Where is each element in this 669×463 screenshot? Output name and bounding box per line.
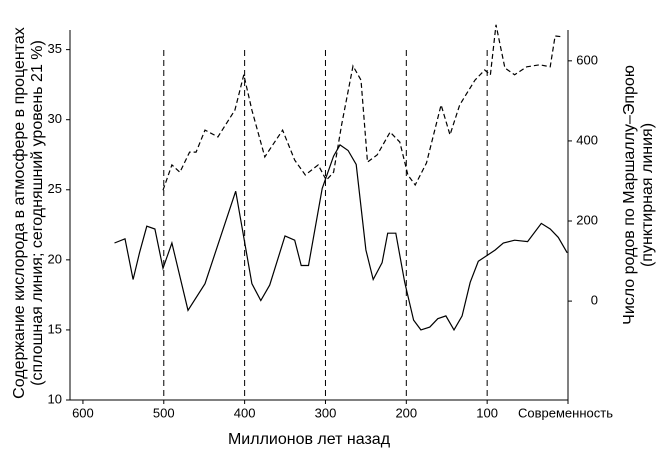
y2-tick-label: 0 — [591, 293, 598, 308]
y-axis-label: (сплошная линия; сегодняшний уровень 21 … — [29, 40, 46, 386]
x-tick-label: 400 — [234, 405, 256, 420]
y-axis-label: Содержание кислорода в атмосфере в проце… — [11, 27, 28, 399]
x-tick-label: 100 — [476, 405, 498, 420]
x-tick-label: 200 — [395, 405, 417, 420]
y-tick-label: 15 — [48, 321, 62, 336]
y-tick-label: 25 — [48, 181, 62, 196]
x-tick-label: 500 — [153, 405, 175, 420]
y2-tick-label: 200 — [576, 212, 598, 227]
y2-axis-label: (пунктирная линия) — [639, 123, 656, 267]
y-tick-label: 10 — [48, 391, 62, 406]
x-axis-label: Миллионов лет назад — [228, 431, 391, 448]
y-tick-label: 30 — [48, 111, 62, 126]
data-line — [162, 24, 563, 191]
y2-axis-label: Число родов по Маршаллу–Эпрою — [621, 65, 638, 325]
x-tick-label: 300 — [315, 405, 337, 420]
y-tick-label: 20 — [48, 251, 62, 266]
y2-tick-label: 600 — [576, 52, 598, 67]
data-line — [114, 144, 568, 332]
y-tick-label: 35 — [48, 41, 62, 56]
x-tick-label: 600 — [72, 405, 94, 420]
y2-tick-label: 400 — [576, 132, 598, 147]
x-tick-label: Современность — [518, 405, 613, 420]
